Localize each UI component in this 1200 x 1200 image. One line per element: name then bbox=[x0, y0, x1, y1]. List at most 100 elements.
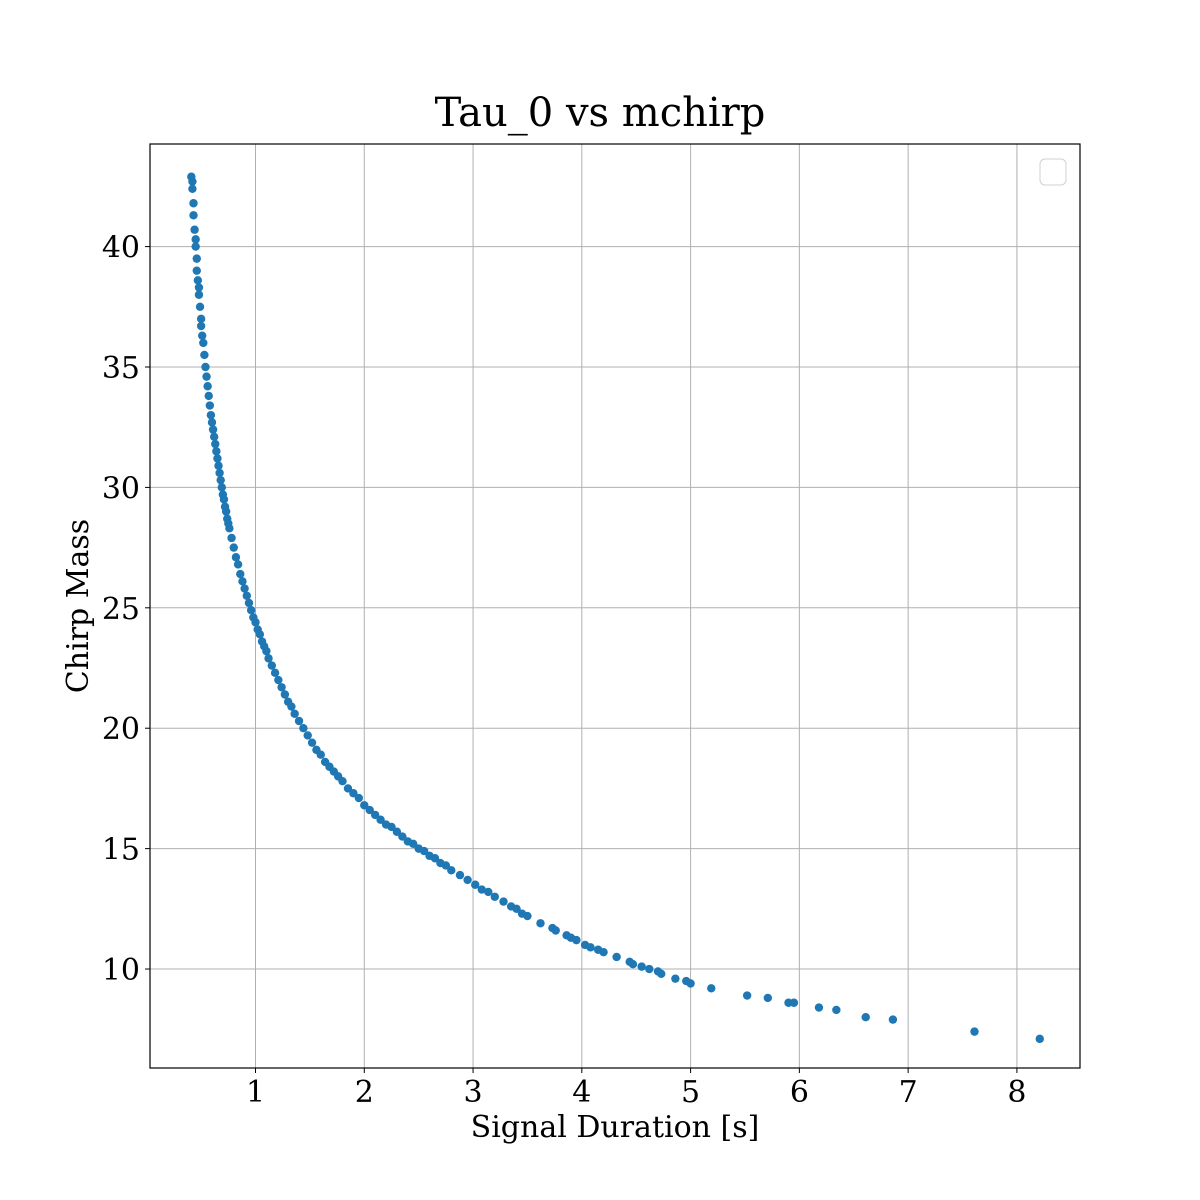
data-point bbox=[196, 321, 206, 331]
x-axis-label: Signal Duration [s] bbox=[471, 1110, 760, 1145]
data-point bbox=[229, 543, 238, 552]
data-point bbox=[189, 199, 198, 208]
data-point bbox=[354, 793, 364, 803]
data-point bbox=[207, 418, 217, 427]
data-point bbox=[316, 750, 325, 759]
data-point bbox=[189, 211, 198, 220]
data-point bbox=[208, 425, 218, 434]
data-point bbox=[203, 382, 212, 391]
data-point bbox=[251, 618, 260, 627]
data-point bbox=[215, 468, 224, 478]
data-point bbox=[455, 870, 465, 880]
x-tick-label: 4 bbox=[572, 1075, 591, 1110]
data-point bbox=[212, 447, 221, 456]
legend-box bbox=[1039, 158, 1067, 186]
data-point bbox=[471, 880, 480, 889]
data-point bbox=[477, 885, 486, 894]
x-tick-label: 1 bbox=[246, 1075, 265, 1110]
data-point bbox=[198, 331, 207, 340]
data-point bbox=[586, 943, 595, 952]
data-point bbox=[447, 866, 456, 875]
data-point bbox=[280, 690, 290, 699]
data-point bbox=[398, 832, 407, 841]
data-point bbox=[671, 974, 680, 983]
data-point bbox=[287, 702, 296, 711]
data-point bbox=[637, 962, 646, 971]
data-point bbox=[290, 709, 299, 718]
data-point bbox=[419, 846, 429, 856]
data-point bbox=[264, 654, 273, 663]
data-point bbox=[201, 362, 210, 372]
x-tick-label: 5 bbox=[681, 1075, 700, 1110]
data-point bbox=[236, 569, 245, 579]
x-tick-label: 7 bbox=[899, 1075, 918, 1110]
data-point bbox=[970, 1027, 979, 1036]
data-point bbox=[338, 776, 347, 786]
data-point bbox=[294, 716, 304, 726]
data-point bbox=[789, 998, 799, 1007]
data-point bbox=[463, 875, 472, 885]
data-point bbox=[1035, 1034, 1044, 1044]
data-point bbox=[707, 984, 716, 993]
data-point bbox=[206, 410, 216, 420]
data-point bbox=[200, 350, 209, 360]
data-point bbox=[392, 827, 402, 836]
data-point bbox=[499, 897, 508, 906]
data-point bbox=[832, 1005, 841, 1015]
data-point bbox=[231, 553, 241, 562]
data-point bbox=[888, 1015, 898, 1024]
x-tick-label: 3 bbox=[464, 1075, 483, 1110]
data-point bbox=[277, 683, 286, 692]
data-point bbox=[192, 266, 201, 275]
data-point bbox=[612, 952, 621, 962]
data-point bbox=[376, 815, 385, 824]
data-point bbox=[274, 675, 283, 685]
data-point bbox=[349, 789, 358, 798]
data-point bbox=[861, 1012, 870, 1022]
data-point bbox=[199, 338, 208, 348]
data-point bbox=[409, 839, 418, 849]
data-point bbox=[213, 454, 222, 463]
y-axis-label: Chirp Mass bbox=[61, 519, 96, 693]
data-point bbox=[763, 993, 773, 1003]
plot-frame bbox=[149, 143, 1081, 1069]
data-point bbox=[244, 598, 254, 608]
data-point bbox=[216, 475, 225, 485]
data-point bbox=[523, 911, 532, 921]
data-point bbox=[430, 854, 440, 863]
data-point bbox=[219, 495, 229, 504]
data-point bbox=[188, 177, 197, 186]
data-point bbox=[441, 861, 451, 870]
data-point bbox=[214, 461, 223, 470]
data-point bbox=[303, 731, 312, 740]
y-tick-label: 40 bbox=[102, 231, 140, 266]
data-point bbox=[238, 577, 247, 586]
data-point bbox=[299, 724, 308, 733]
data-point bbox=[192, 254, 201, 263]
data-point bbox=[262, 646, 271, 656]
data-point bbox=[233, 560, 243, 569]
y-tick-label: 15 bbox=[102, 833, 140, 868]
data-point bbox=[242, 591, 252, 600]
data-point bbox=[190, 225, 199, 234]
data-point bbox=[307, 738, 317, 747]
data-point bbox=[360, 801, 369, 810]
data-point bbox=[512, 904, 521, 914]
data-point bbox=[205, 401, 215, 410]
data-point bbox=[267, 661, 277, 670]
data-point bbox=[204, 391, 213, 401]
data-point bbox=[343, 784, 353, 793]
x-tick-label: 2 bbox=[355, 1075, 374, 1110]
data-point bbox=[209, 432, 219, 442]
data-point bbox=[645, 964, 654, 974]
data-point bbox=[270, 668, 280, 678]
data-point bbox=[191, 235, 200, 244]
y-tick-label: 35 bbox=[102, 351, 140, 386]
y-axis: 10 15 20 25 30 35 40 bbox=[102, 231, 150, 988]
x-axis: 1 2 3 4 5 6 7 8 bbox=[246, 1068, 1026, 1110]
data-point bbox=[387, 822, 396, 832]
y-tick-label: 25 bbox=[102, 592, 140, 627]
x-tick-label: 6 bbox=[790, 1075, 809, 1110]
data-point bbox=[221, 507, 231, 516]
data-point bbox=[255, 630, 265, 639]
